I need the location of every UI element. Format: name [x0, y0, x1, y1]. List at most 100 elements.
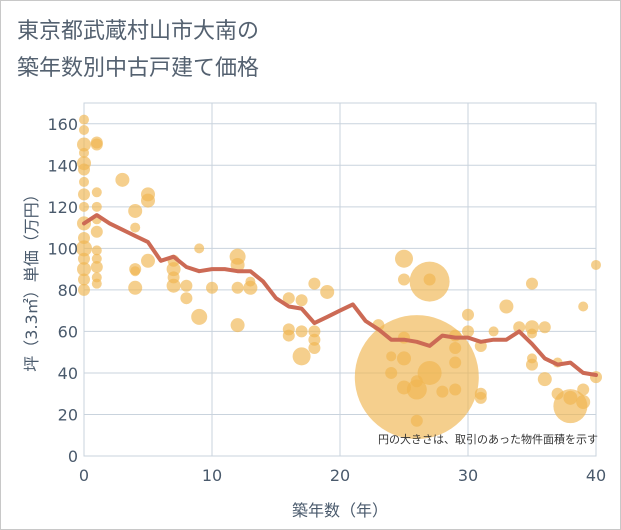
chart-title: 東京都武蔵村山市大南の 築年数別中古戸建て価格 [17, 19, 260, 81]
data-bubble [417, 360, 442, 385]
data-bubble [79, 124, 89, 135]
y-tick-label: 40 [58, 364, 78, 383]
data-bubble [537, 372, 552, 387]
data-bubble [577, 383, 590, 396]
size-note: 円の大きさは、取引のあった物件面積を示す [378, 432, 598, 446]
data-bubble [130, 266, 141, 277]
data-bubble [91, 187, 102, 198]
data-bubble [167, 271, 180, 284]
data-bubble [527, 353, 537, 364]
data-bubble [395, 249, 413, 268]
data-bubble [295, 294, 308, 307]
data-bubble [230, 318, 245, 333]
data-bubble [245, 276, 256, 287]
y-tick-label: 60 [58, 322, 78, 341]
data-bubble [292, 347, 311, 366]
data-bubble [398, 273, 410, 286]
data-bubble [91, 201, 102, 212]
data-bubble [462, 308, 474, 321]
data-bubble [308, 277, 321, 290]
y-tick-label: 20 [58, 405, 78, 424]
data-bubble [308, 325, 321, 338]
data-bubble [320, 284, 335, 299]
data-bubble [308, 333, 321, 346]
data-bubble [130, 222, 141, 233]
y-tick-label: 80 [58, 281, 78, 300]
axis-ticks: 0 20 40 60 80 100 120 140 160 0 10 20 30 40 [47, 115, 606, 485]
data-bubble [78, 231, 90, 244]
data-bubble [90, 225, 103, 238]
data-bubble [194, 243, 205, 254]
y-tick-label: 100 [47, 239, 78, 258]
data-bubble [91, 278, 102, 289]
data-bubble [591, 259, 601, 270]
data-bubble [462, 325, 474, 338]
data-bubble [231, 281, 244, 294]
data-bubble [449, 342, 462, 355]
data-bubble [397, 351, 411, 366]
data-bubble [308, 342, 321, 355]
data-bubble [78, 252, 90, 265]
data-bubble [78, 188, 90, 201]
data-bubble [191, 308, 208, 325]
data-bubble [79, 201, 89, 212]
data-bubble [78, 283, 90, 296]
data-bubble [385, 366, 398, 379]
data-bubble [397, 380, 411, 395]
data-bubble [410, 375, 423, 388]
y-tick-label: 120 [47, 198, 78, 217]
data-bubble [180, 279, 193, 292]
x-axis-label: 築年数（年） [292, 501, 388, 520]
data-bubble [563, 390, 578, 405]
data-bubble [423, 273, 436, 286]
data-bubble [141, 193, 155, 208]
y-tick-label: 160 [47, 115, 78, 134]
data-bubble [79, 176, 89, 187]
x-tick-label: 30 [458, 466, 478, 485]
data-bubble [449, 383, 462, 396]
x-tick-label: 20 [330, 466, 350, 485]
data-bubble [578, 301, 589, 312]
x-tick-label: 10 [202, 466, 222, 485]
data-bubble [77, 262, 91, 277]
data-bubble [527, 328, 537, 339]
data-bubble [436, 385, 449, 398]
data-bubble [128, 280, 143, 295]
x-tick-label: 40 [586, 466, 606, 485]
data-bubble [474, 391, 487, 404]
data-bubble [90, 138, 103, 151]
y-axis-label: 坪（3.3㎡）単価（万円） [22, 186, 41, 371]
data-bubble [90, 261, 103, 274]
data-bubble [79, 114, 89, 125]
data-bubble [551, 387, 564, 400]
data-bubble [282, 292, 295, 305]
data-bubble [526, 277, 538, 290]
data-bubble [538, 321, 551, 334]
data-bubble [78, 273, 90, 286]
data-bubble [282, 329, 295, 342]
trend-line-group [82, 213, 598, 377]
data-bubble [91, 245, 102, 256]
data-bubble [76, 240, 92, 257]
data-bubble [128, 203, 143, 218]
data-bubble [141, 253, 155, 268]
data-bubble [77, 137, 91, 152]
data-bubble [206, 281, 218, 294]
data-bubble [295, 325, 308, 338]
bubbles [76, 114, 602, 440]
data-bubble [79, 147, 89, 158]
data-bubble [488, 326, 499, 337]
data-bubble [513, 321, 526, 334]
data-bubble [78, 163, 90, 176]
data-bubble [230, 257, 245, 272]
y-tick-label: 140 [47, 156, 78, 175]
data-bubble [91, 253, 102, 264]
y-tick-label: 0 [68, 447, 78, 466]
trend-line [82, 213, 598, 377]
data-bubble [115, 172, 130, 187]
data-bubble [180, 292, 193, 305]
data-bubble [576, 395, 591, 410]
data-bubble [386, 351, 397, 362]
